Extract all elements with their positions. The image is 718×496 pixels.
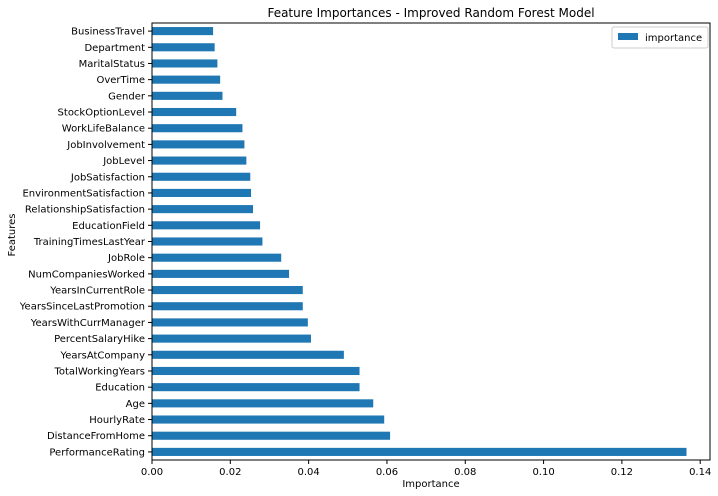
- bar-YearsWithCurrManager: [152, 318, 308, 327]
- y-tick-label: PercentSalaryHike: [54, 334, 145, 345]
- bar-Gender: [152, 91, 223, 100]
- bar-WorkLifeBalance: [152, 124, 243, 133]
- x-axis-ticks: 0.00 0.02 0.04 0.06 0.08 0.10 0.12 0.14: [141, 460, 711, 478]
- y-tick-label: Education: [95, 383, 145, 394]
- bar-PerformanceRating: [152, 447, 687, 456]
- bar-PercentSalaryHike: [152, 334, 311, 343]
- y-tick-label: Gender: [108, 91, 146, 102]
- y-tick-label: OverTime: [96, 75, 145, 86]
- y-tick-label: JobInvolvement: [66, 140, 145, 151]
- x-tick-label: 0.14: [689, 467, 711, 478]
- bar-YearsAtCompany: [152, 350, 344, 359]
- x-axis-label: Importance: [402, 479, 459, 490]
- y-tick-label: DistanceFromHome: [47, 431, 145, 442]
- y-axis-label: Features: [7, 214, 18, 257]
- y-tick-label: EnvironmentSatisfaction: [22, 188, 145, 199]
- bar-TrainingTimesLastYear: [152, 237, 263, 246]
- bar-StockOptionLevel: [152, 107, 237, 117]
- y-tick-label: RelationshipSatisfaction: [25, 205, 145, 216]
- y-tick-label: HourlyRate: [89, 415, 145, 426]
- y-tick-label: NumCompaniesWorked: [28, 269, 145, 280]
- bar-Age: [152, 399, 374, 408]
- bar-DistanceFromHome: [152, 431, 391, 440]
- y-tick-label: YearsInCurrentRole: [49, 286, 145, 297]
- y-tick-label: TotalWorkingYears: [53, 366, 145, 377]
- bar-Education: [152, 383, 360, 392]
- y-tick-label: YearsSinceLastPromotion: [19, 302, 145, 313]
- x-tick-label: 0.12: [611, 467, 633, 478]
- x-tick-label: 0.04: [297, 467, 319, 478]
- y-tick-label: JobRole: [107, 253, 145, 264]
- plot-frame: [151, 22, 711, 461]
- legend: importance: [611, 26, 709, 49]
- y-tick-label: PerformanceRating: [49, 447, 145, 458]
- bar-MaritalStatus: [152, 59, 218, 68]
- y-tick-label: Department: [84, 43, 145, 54]
- y-tick-label: WorkLifeBalance: [62, 124, 145, 135]
- y-tick-label: StockOptionLevel: [58, 108, 145, 119]
- bar-Department: [152, 43, 215, 52]
- bar-HourlyRate: [152, 415, 385, 424]
- bar-YearsSinceLastPromotion: [152, 302, 303, 311]
- chart-title: Feature Importances - Improved Random Fo…: [267, 6, 594, 20]
- bar-YearsInCurrentRole: [152, 286, 303, 295]
- y-tick-label: YearsWithCurrManager: [30, 318, 146, 329]
- x-tick-label: 0.02: [219, 467, 241, 478]
- y-tick-label: JobSatisfaction: [70, 172, 145, 183]
- y-tick-label: BusinessTravel: [71, 27, 145, 38]
- bar-JobInvolvement: [152, 140, 245, 149]
- bar-EnvironmentSatisfaction: [152, 188, 252, 197]
- y-tick-label: Age: [126, 399, 145, 410]
- y-axis-ticks: PerformanceRating DistanceFromHome HourlyR…: [19, 27, 152, 458]
- bar-OverTime: [152, 75, 221, 84]
- bar-RelationshipSatisfaction: [152, 205, 254, 214]
- y-tick-label: JobLevel: [102, 156, 145, 167]
- bar-EducationField: [152, 221, 261, 230]
- x-tick-label: 0.06: [376, 467, 398, 478]
- legend-swatch: [618, 33, 638, 40]
- bar-JobLevel: [152, 156, 247, 165]
- y-tick-label: TrainingTimesLastYear: [33, 237, 146, 248]
- bar-JobSatisfaction: [152, 172, 251, 181]
- bar-BusinessTravel: [152, 27, 214, 36]
- y-tick-label: MaritalStatus: [79, 59, 145, 70]
- bar-NumCompaniesWorked: [152, 269, 290, 278]
- legend-box: [611, 26, 709, 49]
- x-tick-label: 0.00: [141, 467, 163, 478]
- y-tick-label: YearsAtCompany: [59, 350, 145, 361]
- y-tick-label: EducationField: [72, 221, 145, 232]
- x-tick-label: 0.08: [454, 467, 476, 478]
- legend-label: importance: [645, 33, 702, 44]
- bar-TotalWorkingYears: [152, 366, 360, 376]
- bar-JobRole: [152, 253, 282, 262]
- x-tick-label: 0.10: [532, 467, 554, 478]
- bars-group: [152, 27, 687, 456]
